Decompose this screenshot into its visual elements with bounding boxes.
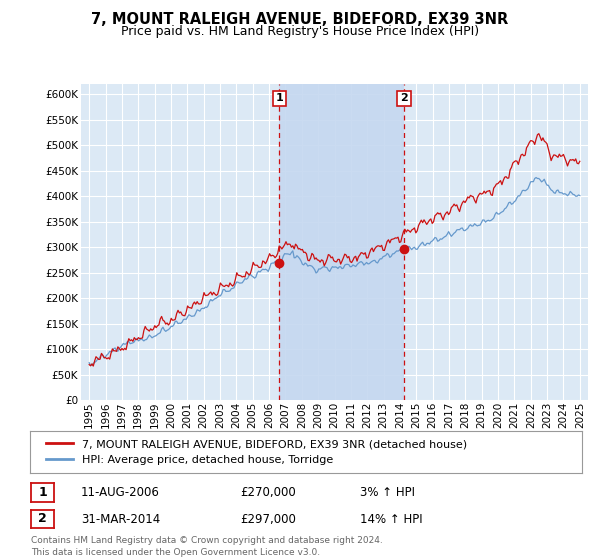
Text: 2: 2: [400, 94, 408, 104]
Text: £297,000: £297,000: [240, 512, 296, 526]
Text: Contains HM Land Registry data © Crown copyright and database right 2024.
This d: Contains HM Land Registry data © Crown c…: [31, 536, 383, 557]
Text: 1: 1: [38, 486, 47, 499]
Text: £270,000: £270,000: [240, 486, 296, 500]
Legend: 7, MOUNT RALEIGH AVENUE, BIDEFORD, EX39 3NR (detached house), HPI: Average price: 7, MOUNT RALEIGH AVENUE, BIDEFORD, EX39 …: [41, 435, 472, 470]
Text: Price paid vs. HM Land Registry's House Price Index (HPI): Price paid vs. HM Land Registry's House …: [121, 25, 479, 38]
Text: 11-AUG-2006: 11-AUG-2006: [81, 486, 160, 500]
Text: 1: 1: [275, 94, 283, 104]
Text: 3% ↑ HPI: 3% ↑ HPI: [360, 486, 415, 500]
Text: 31-MAR-2014: 31-MAR-2014: [81, 512, 160, 526]
Text: 7, MOUNT RALEIGH AVENUE, BIDEFORD, EX39 3NR: 7, MOUNT RALEIGH AVENUE, BIDEFORD, EX39 …: [91, 12, 509, 27]
Text: 2: 2: [38, 512, 47, 525]
Bar: [279, 84, 404, 400]
Text: 14% ↑ HPI: 14% ↑ HPI: [360, 512, 422, 526]
